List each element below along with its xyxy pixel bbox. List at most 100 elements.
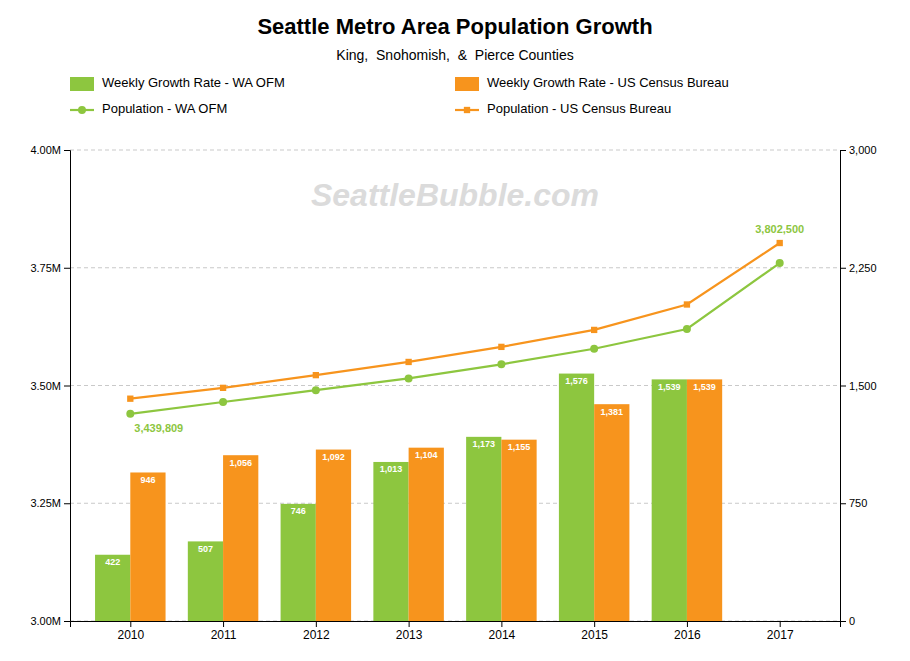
tick: 2,250 — [840, 262, 877, 274]
tick-label: 2010 — [117, 628, 144, 642]
chart: Seattle Metro Area Population GrowthKing… — [0, 0, 910, 661]
data-label: 1,576 — [565, 376, 588, 386]
data-label: 1,104 — [415, 450, 438, 460]
bar — [95, 555, 130, 621]
tick-label: 0 — [849, 615, 855, 627]
tick: 3,000 — [840, 144, 877, 156]
bar-series — [95, 374, 687, 621]
bar — [501, 440, 536, 621]
tick-label: 3,000 — [849, 144, 877, 156]
watermark: SeattleBubble.com — [311, 177, 599, 213]
marker — [498, 344, 504, 350]
bar-series — [130, 379, 722, 621]
marker — [219, 398, 227, 406]
marker — [126, 410, 134, 418]
x-axis: 20102011201220132014201520162017 — [71, 621, 841, 642]
line — [130, 263, 779, 414]
tick-label: 2017 — [767, 628, 794, 642]
bar — [594, 404, 629, 621]
tick-label: 750 — [849, 497, 867, 509]
tick-line — [64, 268, 70, 269]
bar — [130, 472, 165, 621]
marker — [590, 345, 598, 353]
bar — [466, 437, 501, 621]
tick-line — [840, 621, 846, 622]
tick: 2016 — [674, 621, 701, 642]
legend-marker — [78, 106, 86, 114]
data-label: 1,539 — [693, 382, 716, 392]
y-axis: 3.00M 3.25M 3.50M 3.75M 4.00M — [30, 144, 70, 627]
legend-label: Weekly Growth Rate - WA OFM — [102, 75, 285, 90]
tick-label: 1,500 — [849, 380, 877, 392]
grid-line — [70, 503, 840, 504]
bar — [281, 504, 316, 621]
tick: 2010 — [117, 621, 144, 642]
legend-item: Weekly Growth Rate - WA OFM — [70, 75, 285, 91]
tick: 2011 — [211, 621, 237, 642]
tick-line — [501, 621, 502, 627]
legend-swatch — [455, 77, 479, 91]
plot: SeattleBubble.com 422 507 746 1,013 1,173 1,57… — [30, 144, 876, 642]
grid — [70, 150, 840, 621]
data-label: 507 — [198, 544, 213, 554]
marker — [497, 360, 505, 368]
data-label: 1,013 — [380, 464, 403, 474]
legend-item: Weekly Growth Rate - US Census Bureau — [455, 75, 729, 91]
markers — [126, 259, 783, 418]
tick-line — [840, 150, 846, 151]
legend-item: Population - US Census Bureau — [455, 101, 671, 116]
tick-label: 2013 — [396, 628, 423, 642]
data-label: 946 — [140, 475, 155, 485]
legend-label: Weekly Growth Rate - US Census Bureau — [487, 75, 729, 90]
data-label: 746 — [291, 506, 306, 516]
data-label: 1,056 — [229, 458, 252, 468]
data-label: 422 — [105, 557, 120, 567]
data-label: 1,173 — [472, 439, 495, 449]
marker — [776, 259, 784, 267]
tick-label: 2016 — [674, 628, 701, 642]
axis-domain — [841, 151, 847, 622]
marker — [405, 359, 411, 365]
bar — [652, 379, 687, 621]
tick-line — [409, 621, 410, 627]
annotation: 3,439,809 — [134, 422, 183, 434]
marker — [684, 301, 690, 307]
y2-axis: 0 750 1,500 2,250 3,000 — [840, 144, 877, 627]
tick: 3.25M — [30, 497, 70, 509]
annotation: 3,802,500 — [755, 223, 804, 235]
tick: 3.50M — [30, 380, 70, 392]
tick: 2014 — [489, 621, 516, 642]
legend: Weekly Growth Rate - WA OFM Weekly Growth… — [70, 75, 729, 116]
tick-label: 2015 — [581, 628, 608, 642]
bar — [223, 455, 258, 621]
legend-marker — [464, 107, 470, 113]
legend-label: Population - WA OFM — [102, 101, 227, 116]
tick-line — [64, 621, 70, 622]
data-label: 1,539 — [658, 382, 681, 392]
marker — [312, 386, 320, 394]
marker — [127, 396, 133, 402]
axis-domain — [64, 151, 71, 622]
tick: 3.75M — [30, 262, 70, 274]
grid-line — [70, 385, 840, 386]
marker — [683, 325, 691, 333]
tick-line — [223, 621, 224, 627]
tick: 3.00M — [30, 615, 70, 627]
subtitle: King, Snohomish, & Pierce Counties — [336, 47, 573, 63]
tick-label: 2014 — [489, 628, 516, 642]
tick-line — [594, 621, 595, 627]
marker — [220, 385, 226, 391]
data-label: 1,155 — [508, 442, 531, 452]
line — [130, 243, 779, 399]
bar — [559, 374, 594, 621]
tick-label: 4.00M — [30, 144, 61, 156]
bar — [409, 448, 444, 621]
marker — [313, 372, 319, 378]
tick-label: 2011 — [211, 628, 237, 642]
tick-line — [316, 621, 317, 627]
marker — [777, 240, 783, 246]
tick: 750 — [840, 497, 867, 509]
axis-domain — [71, 622, 841, 628]
bar — [687, 379, 722, 621]
legend-item: Population - WA OFM — [70, 101, 227, 116]
